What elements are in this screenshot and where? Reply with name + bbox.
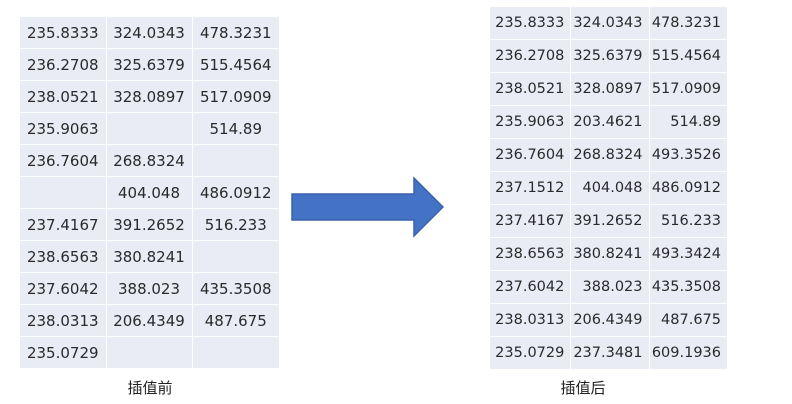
table-cell bbox=[106, 112, 193, 145]
table-cell: 237.6042 bbox=[490, 270, 571, 304]
table-cell: 388.023 bbox=[570, 270, 650, 304]
table-row: 237.1512 404.048 486.0912 bbox=[490, 171, 727, 205]
table-cell: 404.048 bbox=[106, 176, 193, 209]
table-cell: 238.6563 bbox=[20, 240, 107, 273]
caption-after: 插值后 bbox=[560, 379, 606, 397]
table-cell: 328.0897 bbox=[106, 80, 193, 113]
table-cell: 325.6379 bbox=[570, 39, 650, 73]
table-cell: 486.0912 bbox=[192, 176, 279, 209]
table-row: 235.8333 324.0343 478.3231 bbox=[490, 7, 727, 40]
table-cell: 328.0897 bbox=[570, 72, 650, 106]
table-cell: 517.0909 bbox=[192, 80, 279, 113]
table-cell: 380.8241 bbox=[106, 240, 193, 273]
table-cell: 404.048 bbox=[570, 171, 650, 205]
table-cell: 487.675 bbox=[649, 303, 727, 337]
table-cell bbox=[192, 144, 279, 177]
table-cell: 238.0521 bbox=[20, 80, 107, 113]
table-cell: 268.8324 bbox=[570, 138, 650, 172]
table-cell: 235.9063 bbox=[20, 112, 107, 145]
table-cell: 487.675 bbox=[192, 304, 279, 337]
table-cell: 268.8324 bbox=[106, 144, 193, 177]
table-after: 235.8333 324.0343 478.3231 236.2708 325.6379… bbox=[490, 7, 727, 370]
table-cell: 515.4564 bbox=[192, 48, 279, 81]
table-cell: 237.6042 bbox=[20, 272, 107, 305]
table-after-body: 235.8333 324.0343 478.3231 236.2708 325.6379… bbox=[490, 7, 727, 370]
table-cell: 235.8333 bbox=[490, 7, 571, 40]
table-row: 236.2708 325.6379 515.4564 bbox=[20, 48, 279, 81]
table-cell: 235.8333 bbox=[20, 17, 107, 49]
table-cell: 237.4167 bbox=[490, 204, 571, 238]
table-row: 238.0521 328.0897 517.0909 bbox=[490, 72, 727, 106]
table-cell: 388.023 bbox=[106, 272, 193, 305]
table-cell: 515.4564 bbox=[649, 39, 727, 73]
table-cell: 203.4621 bbox=[570, 105, 650, 139]
table-cell: 517.0909 bbox=[649, 72, 727, 106]
table-cell: 325.6379 bbox=[106, 48, 193, 81]
table-cell: 324.0343 bbox=[106, 17, 193, 49]
caption-before: 插值前 bbox=[127, 379, 173, 397]
table-row: 238.0313 206.4349 487.675 bbox=[20, 304, 279, 337]
table-cell: 380.8241 bbox=[570, 237, 650, 271]
table-cell: 478.3231 bbox=[192, 17, 279, 49]
table-row: 238.0521 328.0897 517.0909 bbox=[20, 80, 279, 113]
table-cell: 516.233 bbox=[649, 204, 727, 238]
table-cell bbox=[192, 336, 279, 369]
table-row: 237.4167 391.2652 516.233 bbox=[20, 208, 279, 241]
table-cell: 516.233 bbox=[192, 208, 279, 241]
table-cell: 235.0729 bbox=[20, 336, 107, 369]
table-row: 235.8333 324.0343 478.3231 bbox=[20, 17, 279, 49]
table-row: 238.6563 380.8241 493.3424 bbox=[490, 237, 727, 271]
table-cell: 238.6563 bbox=[490, 237, 571, 271]
table-cell: 236.2708 bbox=[20, 48, 107, 81]
table-cell: 514.89 bbox=[649, 105, 727, 139]
table-cell: 237.3481 bbox=[570, 336, 650, 370]
table-cell: 237.4167 bbox=[20, 208, 107, 241]
table-cell: 514.89 bbox=[192, 112, 279, 145]
table-cell bbox=[106, 336, 193, 369]
table-cell: 478.3231 bbox=[649, 7, 727, 40]
table-cell: 435.3508 bbox=[192, 272, 279, 305]
table-cell: 324.0343 bbox=[570, 7, 650, 40]
table-row: 237.4167 391.2652 516.233 bbox=[490, 204, 727, 238]
table-row: 404.048 486.0912 bbox=[20, 176, 279, 209]
table-before: 235.8333 324.0343 478.3231 236.2708 325.6379… bbox=[20, 17, 279, 369]
table-cell: 236.7604 bbox=[20, 144, 107, 177]
table-row: 235.0729 bbox=[20, 336, 279, 369]
table-cell: 391.2652 bbox=[106, 208, 193, 241]
table-cell: 391.2652 bbox=[570, 204, 650, 238]
table-cell bbox=[192, 240, 279, 273]
table-cell: 493.3424 bbox=[649, 237, 727, 271]
table-cell: 236.2708 bbox=[490, 39, 571, 73]
table-cell: 237.1512 bbox=[490, 171, 571, 205]
table-row: 235.0729 237.3481 609.1936 bbox=[490, 336, 727, 370]
table-cell bbox=[20, 176, 107, 209]
table-row: 238.6563 380.8241 bbox=[20, 240, 279, 273]
table-cell: 238.0313 bbox=[20, 304, 107, 337]
table-cell: 236.7604 bbox=[490, 138, 571, 172]
table-row: 237.6042 388.023 435.3508 bbox=[20, 272, 279, 305]
table-row: 236.2708 325.6379 515.4564 bbox=[490, 39, 727, 73]
table-cell: 609.1936 bbox=[649, 336, 727, 370]
table-before-body: 235.8333 324.0343 478.3231 236.2708 325.6379… bbox=[20, 17, 279, 369]
table-cell: 486.0912 bbox=[649, 171, 727, 205]
table-row: 236.7604 268.8324 493.3526 bbox=[490, 138, 727, 172]
table-cell: 206.4349 bbox=[106, 304, 193, 337]
table-cell: 235.0729 bbox=[490, 336, 571, 370]
table-row: 238.0313 206.4349 487.675 bbox=[490, 303, 727, 337]
table-cell: 435.3508 bbox=[649, 270, 727, 304]
table-cell: 235.9063 bbox=[490, 105, 571, 139]
table-row: 237.6042 388.023 435.3508 bbox=[490, 270, 727, 304]
table-cell: 238.0313 bbox=[490, 303, 571, 337]
table-cell: 493.3526 bbox=[649, 138, 727, 172]
table-cell: 206.4349 bbox=[570, 303, 650, 337]
table-row: 236.7604 268.8324 bbox=[20, 144, 279, 177]
table-row: 235.9063 203.4621 514.89 bbox=[490, 105, 727, 139]
table-row: 235.9063 514.89 bbox=[20, 112, 279, 145]
right-arrow-icon bbox=[291, 176, 445, 238]
table-cell: 238.0521 bbox=[490, 72, 571, 106]
